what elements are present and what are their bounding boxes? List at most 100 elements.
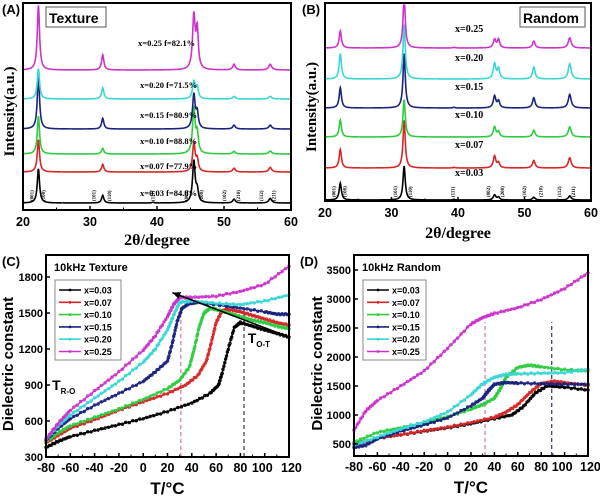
data-point bbox=[276, 271, 281, 276]
data-point bbox=[572, 369, 577, 373]
y-tick-label: 1200 bbox=[19, 344, 43, 356]
panel-b: (B) x=0.03 x=0.07 x=0.10 x=0.15 x=0.20 x=0.25 R… bbox=[302, 2, 598, 242]
data-point bbox=[369, 438, 373, 442]
data-point bbox=[405, 379, 410, 384]
data-point bbox=[168, 349, 172, 353]
data-point bbox=[569, 282, 573, 287]
data-point bbox=[268, 322, 272, 326]
x-tick-label: -60 bbox=[61, 461, 79, 475]
data-point bbox=[183, 383, 188, 387]
hkl-label: (002) bbox=[487, 186, 492, 197]
hkl-label: (102) bbox=[523, 186, 528, 197]
data-point bbox=[474, 388, 478, 392]
data-point bbox=[247, 317, 251, 321]
data-point bbox=[259, 309, 263, 313]
data-point bbox=[170, 389, 175, 394]
data-point bbox=[379, 429, 383, 433]
data-point bbox=[509, 372, 513, 377]
series-annotation: x=0.03 bbox=[455, 168, 483, 179]
data-point bbox=[256, 326, 260, 330]
hkl-label: (110) bbox=[108, 190, 113, 201]
data-point bbox=[243, 316, 248, 320]
data-point bbox=[359, 437, 363, 441]
data-point bbox=[141, 348, 145, 353]
data-point bbox=[273, 297, 277, 301]
data-point bbox=[556, 366, 560, 371]
data-point bbox=[131, 357, 135, 361]
hkl-label: (101) bbox=[92, 190, 97, 201]
data-point bbox=[117, 391, 121, 395]
hkl-label: (112) bbox=[260, 190, 265, 201]
data-point bbox=[266, 280, 270, 284]
data-point bbox=[385, 428, 390, 432]
data-point bbox=[205, 357, 209, 361]
data-point bbox=[364, 409, 368, 414]
data-point bbox=[536, 371, 540, 375]
hkl-label: (111) bbox=[452, 186, 457, 197]
data-point bbox=[409, 430, 413, 435]
data-point bbox=[252, 308, 256, 312]
data-point bbox=[439, 353, 443, 357]
panel-label: (C) bbox=[2, 254, 20, 269]
data-point bbox=[61, 437, 66, 441]
data-point bbox=[68, 413, 72, 417]
data-point bbox=[127, 372, 131, 376]
data-point bbox=[134, 355, 138, 359]
legend-box bbox=[54, 279, 122, 361]
data-point bbox=[137, 398, 142, 403]
transition-subscript: R-O bbox=[61, 387, 76, 396]
data-point bbox=[103, 426, 107, 430]
data-point bbox=[481, 382, 485, 386]
data-point bbox=[216, 318, 220, 322]
data-point bbox=[49, 431, 53, 435]
data-point bbox=[439, 426, 443, 430]
data-point bbox=[526, 381, 530, 385]
y-tick-label: 500 bbox=[333, 439, 351, 451]
y-tick-label: 600 bbox=[25, 416, 43, 428]
data-point bbox=[222, 364, 226, 368]
data-point bbox=[362, 440, 366, 444]
data-point bbox=[445, 346, 450, 351]
data-point bbox=[379, 433, 383, 438]
panel-title: 10kHz Random bbox=[362, 262, 441, 274]
xrd-series-x-0_20 bbox=[22, 68, 291, 100]
data-point bbox=[120, 422, 125, 426]
data-point bbox=[200, 317, 204, 321]
data-point bbox=[65, 436, 69, 440]
data-point bbox=[539, 365, 543, 369]
data-point bbox=[233, 308, 237, 313]
data-point bbox=[369, 434, 373, 438]
data-point bbox=[198, 323, 202, 327]
data-point bbox=[512, 372, 517, 376]
data-point bbox=[252, 286, 256, 290]
data-point bbox=[170, 382, 175, 387]
series-annotation: x=0.07 bbox=[455, 140, 483, 151]
data-point bbox=[556, 382, 560, 386]
data-point bbox=[532, 387, 537, 392]
data-point bbox=[445, 410, 450, 414]
hkl-label: (001) bbox=[31, 190, 36, 201]
data-point bbox=[124, 387, 128, 392]
data-point bbox=[519, 365, 523, 369]
data-point bbox=[576, 278, 580, 282]
data-point bbox=[536, 382, 540, 386]
data-point bbox=[435, 355, 440, 360]
data-point bbox=[511, 406, 515, 410]
data-point bbox=[150, 351, 154, 355]
data-point bbox=[506, 409, 510, 413]
data-point bbox=[153, 370, 158, 374]
data-point bbox=[552, 382, 557, 387]
data-point bbox=[217, 301, 222, 305]
data-point bbox=[249, 308, 253, 312]
data-point bbox=[85, 430, 90, 434]
x-tick-label: -20 bbox=[415, 460, 433, 474]
data-point bbox=[120, 406, 125, 410]
data-point bbox=[210, 335, 215, 339]
data-point bbox=[162, 387, 166, 392]
data-point bbox=[229, 335, 234, 339]
data-point bbox=[579, 387, 583, 391]
x-tick-label: 20 bbox=[16, 215, 30, 229]
data-point bbox=[247, 313, 251, 317]
data-point bbox=[276, 321, 281, 325]
data-point bbox=[542, 382, 547, 386]
